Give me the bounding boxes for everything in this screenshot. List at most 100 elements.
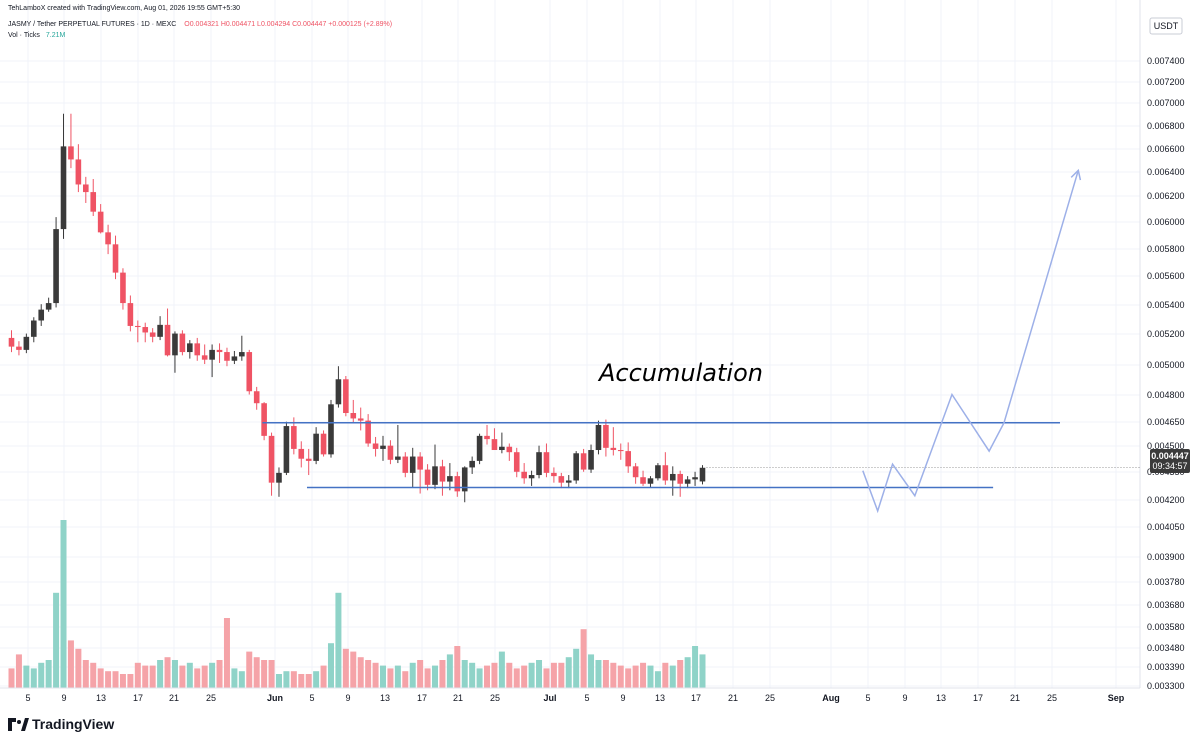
volume-bar <box>335 592 342 688</box>
candle <box>432 444 438 490</box>
candle <box>409 447 416 488</box>
projection-line <box>862 170 1080 514</box>
volume-bar <box>372 662 379 688</box>
candle-body <box>625 451 631 467</box>
candle <box>30 317 37 343</box>
candle <box>380 435 386 461</box>
candle <box>372 436 379 457</box>
candle-body <box>231 356 238 361</box>
volume-bar <box>602 660 609 688</box>
time-tick-label: 13 <box>96 693 106 703</box>
candle <box>45 297 52 312</box>
time-tick-label: 21 <box>169 693 179 703</box>
range-lines <box>262 422 1060 489</box>
candle-body <box>164 324 171 356</box>
volume-bar <box>573 648 580 688</box>
candle-body <box>417 456 423 470</box>
volume-bar <box>454 646 461 688</box>
candle-body <box>595 424 602 451</box>
candle-body <box>461 467 468 492</box>
volume-bar <box>67 640 74 688</box>
candle-body <box>246 352 253 392</box>
volume-bar <box>446 654 453 688</box>
candle <box>684 476 691 489</box>
candle <box>68 113 74 169</box>
candle-body <box>551 472 557 477</box>
candle <box>261 402 267 441</box>
candle-body <box>692 477 698 480</box>
candle-body <box>268 435 275 483</box>
price-tick-label: 0.003580 <box>1147 622 1185 632</box>
volume-bar <box>127 674 134 688</box>
price-tick-label: 0.007400 <box>1147 56 1185 66</box>
candle-body <box>439 466 446 482</box>
candle <box>90 179 97 217</box>
candle-body <box>298 448 305 459</box>
time-tick-label: 9 <box>61 693 66 703</box>
time-axis[interactable]: 5 9 13 17 21 25 Jun 5 9 13 17 21 25 Jul 5 9 13 17 21 25 Aug 5… <box>25 693 1124 703</box>
candle <box>231 350 238 365</box>
candle <box>461 466 468 503</box>
volume-bar <box>394 665 401 688</box>
candle-body <box>343 379 349 414</box>
volume-bar <box>45 660 52 688</box>
volume-bar <box>506 662 513 688</box>
candle-body <box>83 184 89 193</box>
candle-body <box>90 192 97 212</box>
time-tick-label: Jul <box>543 693 556 703</box>
symbol-line: JASMY / Tether PERPETUAL FUTURES · 1D · … <box>8 21 392 28</box>
time-tick-label: 25 <box>206 693 216 703</box>
volume-bar <box>684 657 691 688</box>
time-tick-label: 21 <box>1010 693 1020 703</box>
volume-bar <box>231 668 238 688</box>
volume-bar <box>112 671 119 688</box>
volume-bar <box>171 660 178 688</box>
candle <box>588 444 594 473</box>
volume-bar <box>365 660 372 688</box>
volume-bar <box>513 668 520 688</box>
price-tick-label: 0.004800 <box>1147 390 1185 400</box>
volume-bar <box>521 665 528 688</box>
symbol-name: JASMY / Tether PERPETUAL FUTURES · 1D · … <box>8 21 176 28</box>
price-axis-bg <box>1140 0 1200 688</box>
candle-body <box>603 424 609 448</box>
candle-body <box>253 391 260 404</box>
currency-badge[interactable] <box>1149 17 1183 35</box>
candle-body <box>499 446 505 451</box>
volume-bar <box>238 671 245 688</box>
volume-line: Vol · Ticks 7.21M <box>8 32 65 39</box>
volume-bar <box>580 629 587 688</box>
candle-body <box>291 426 297 449</box>
volume-bar <box>97 668 104 688</box>
volume-bar <box>186 662 193 688</box>
price-tick-label: 0.003390 <box>1147 662 1185 672</box>
candle-body <box>617 450 624 452</box>
time-tick-label: Jun <box>267 693 283 703</box>
candle <box>543 443 550 478</box>
candle-body <box>313 433 319 461</box>
candle <box>662 452 669 485</box>
candle-body <box>454 476 461 492</box>
candle <box>246 349 253 395</box>
time-tick-label: 17 <box>417 693 427 703</box>
candle-body <box>23 336 30 350</box>
candle <box>164 308 171 357</box>
candle <box>53 217 59 308</box>
current-price-tag <box>1150 449 1190 473</box>
volume-bar <box>699 654 706 688</box>
volume-bar <box>491 662 498 688</box>
candle-body <box>372 443 379 449</box>
candle-body <box>30 320 37 337</box>
candle <box>105 224 111 255</box>
candle <box>528 470 535 486</box>
time-tick-label: 13 <box>936 693 946 703</box>
candle <box>343 376 349 417</box>
candle <box>283 421 290 476</box>
candle-body <box>328 404 334 455</box>
volume-bar <box>290 671 297 688</box>
volume-bar <box>23 665 30 688</box>
volume-bar <box>223 618 230 688</box>
candle <box>454 471 461 497</box>
candle-body <box>335 379 342 405</box>
